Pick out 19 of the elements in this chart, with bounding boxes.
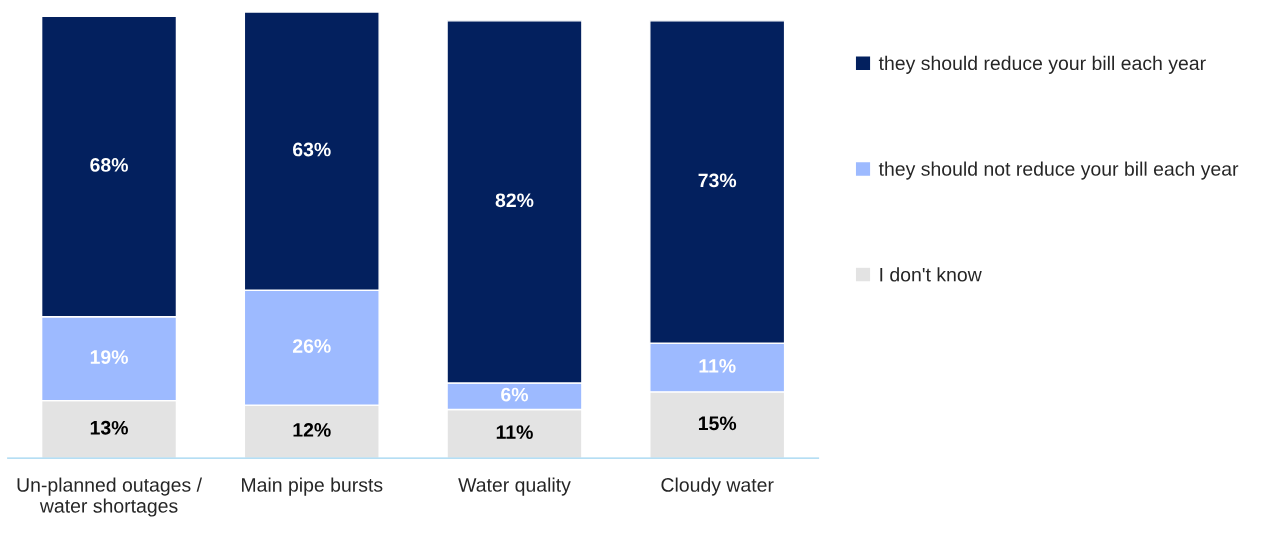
x-tick-label: Un-planned outages / water shortages [17, 477, 203, 517]
data-label: 26% [292, 339, 331, 353]
x-tick-label: Main pipe bursts [242, 477, 383, 496]
legend-label: I don't know [880, 267, 982, 282]
data-label: 68% [90, 158, 128, 172]
data-label: 63% [293, 142, 331, 157]
data-label: 73% [698, 173, 737, 188]
data-label: 82% [495, 193, 534, 208]
data-label: 12% [293, 423, 331, 437]
data-label: 15% [698, 416, 737, 431]
data-label: 6% [501, 387, 529, 402]
data-label: 11% [699, 359, 736, 373]
data-label: 13% [90, 420, 128, 435]
x-tick-label: Cloudy water [661, 477, 774, 496]
data-label: 19% [90, 350, 128, 364]
x-tick-label: Water quality [458, 477, 571, 496]
data-label: 11% [496, 425, 533, 439]
legend-label: they should reduce your bill each year [878, 55, 1206, 74]
legend-label: they should not reduce your bill each year [878, 161, 1239, 180]
